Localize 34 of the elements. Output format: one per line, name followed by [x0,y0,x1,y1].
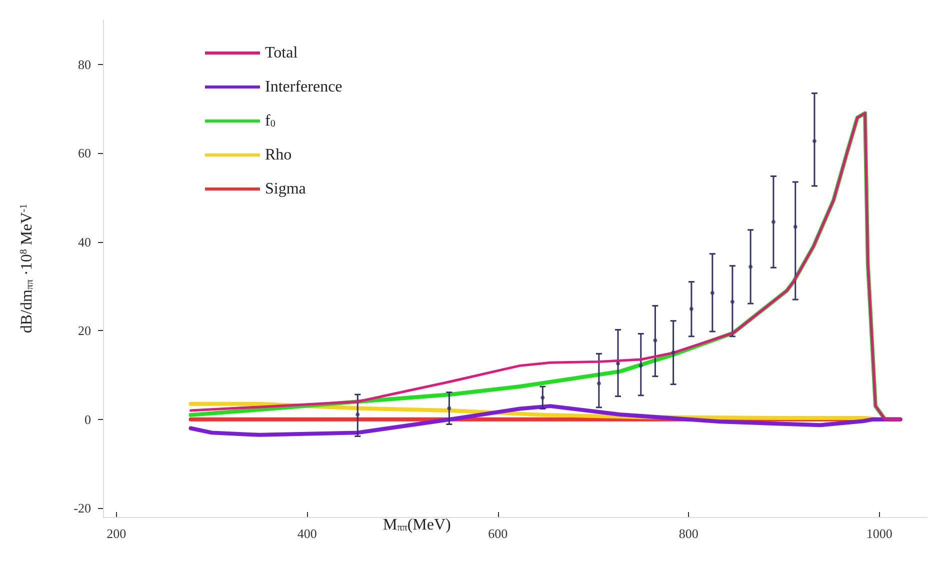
point [540,396,545,400]
x-tick-label: 600 [488,526,508,541]
point [812,139,816,144]
point [793,224,798,229]
point [689,306,694,311]
line-series [188,404,902,437]
legend-label: Interference [265,78,342,96]
legend-label: Total [265,44,298,62]
y-tick-label: 20 [78,323,91,338]
legend-label: Sigma [265,180,306,198]
x-tick-label: 200 [106,526,126,541]
legend-label: f0 [265,112,276,130]
point [771,220,776,224]
point [671,350,676,354]
legend-label: Rho [265,146,292,164]
point [748,264,753,269]
y-tick-label: 60 [78,146,91,161]
point [710,290,714,295]
x-tick-label: 400 [297,526,317,541]
point [638,364,643,368]
x-axis-title: Mππ(MeV) [383,516,451,534]
y-tick-label: -20 [74,500,91,516]
point [730,300,734,304]
point [356,412,360,416]
x-tick-label: 800 [678,526,698,541]
y-tick-label: 0 [84,412,91,427]
point [653,338,658,342]
point [596,381,601,386]
point [447,406,452,410]
y-tick-label: 80 [78,56,91,72]
y-axis-title: dB/dmππ ·108 MeV-1 [18,204,36,334]
y-tick-label: 40 [78,234,91,250]
x-tick-label: 1000 [866,526,892,541]
point [616,361,620,366]
